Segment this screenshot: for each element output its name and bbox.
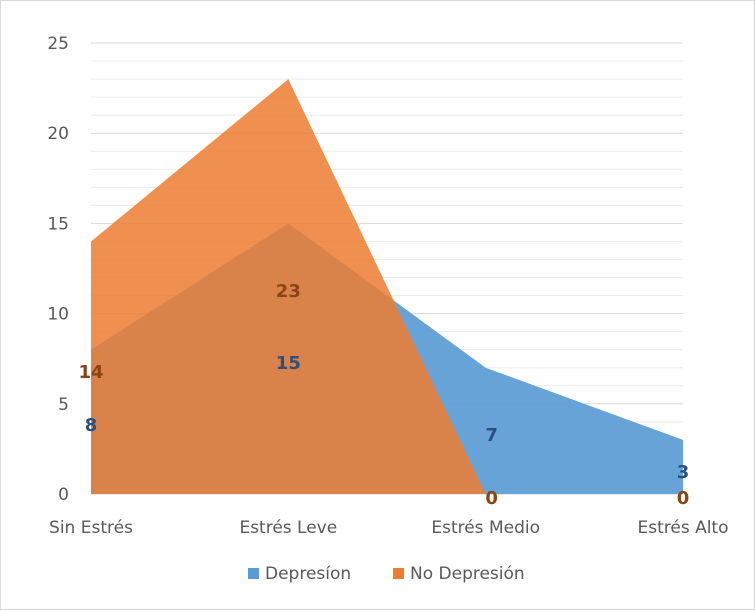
x-tick-label: Estrés Leve	[239, 518, 337, 538]
x-tick-label: Estrés Medio	[431, 518, 540, 538]
data-label-depresion: 3	[677, 462, 690, 483]
data-labels: 8 15 7 3 14 23 0 0	[78, 281, 689, 509]
legend-swatch	[393, 568, 404, 579]
data-label-no-depresion: 14	[78, 362, 103, 383]
data-label-no-depresion: 23	[276, 281, 301, 302]
data-label-no-depresion: 0	[677, 488, 690, 509]
area-no-depresion	[91, 79, 683, 494]
y-axis-ticks: 0 5 10 15 20 25	[47, 34, 69, 505]
data-label-depresion: 8	[85, 415, 98, 436]
area-series	[91, 79, 683, 494]
y-tick-label: 0	[58, 485, 69, 505]
x-tick-label: Estrés Alto	[637, 518, 728, 538]
legend-swatch	[248, 568, 259, 579]
y-tick-label: 5	[58, 395, 69, 415]
y-tick-label: 25	[47, 34, 69, 54]
legend-label: No Depresión	[410, 564, 525, 584]
data-label-depresion: 15	[276, 353, 301, 374]
data-label-depresion: 7	[485, 425, 498, 446]
x-axis-ticks: Sin Estrés Estrés Leve Estrés Medio Estrés …	[49, 518, 728, 538]
legend: Depresíon No Depresión	[248, 564, 525, 584]
y-tick-label: 20	[47, 124, 69, 144]
x-tick-label: Sin Estrés	[49, 518, 133, 538]
data-label-no-depresion: 0	[485, 488, 498, 509]
y-tick-label: 10	[47, 305, 69, 325]
y-tick-label: 15	[47, 214, 69, 234]
legend-label: Depresíon	[265, 564, 351, 584]
